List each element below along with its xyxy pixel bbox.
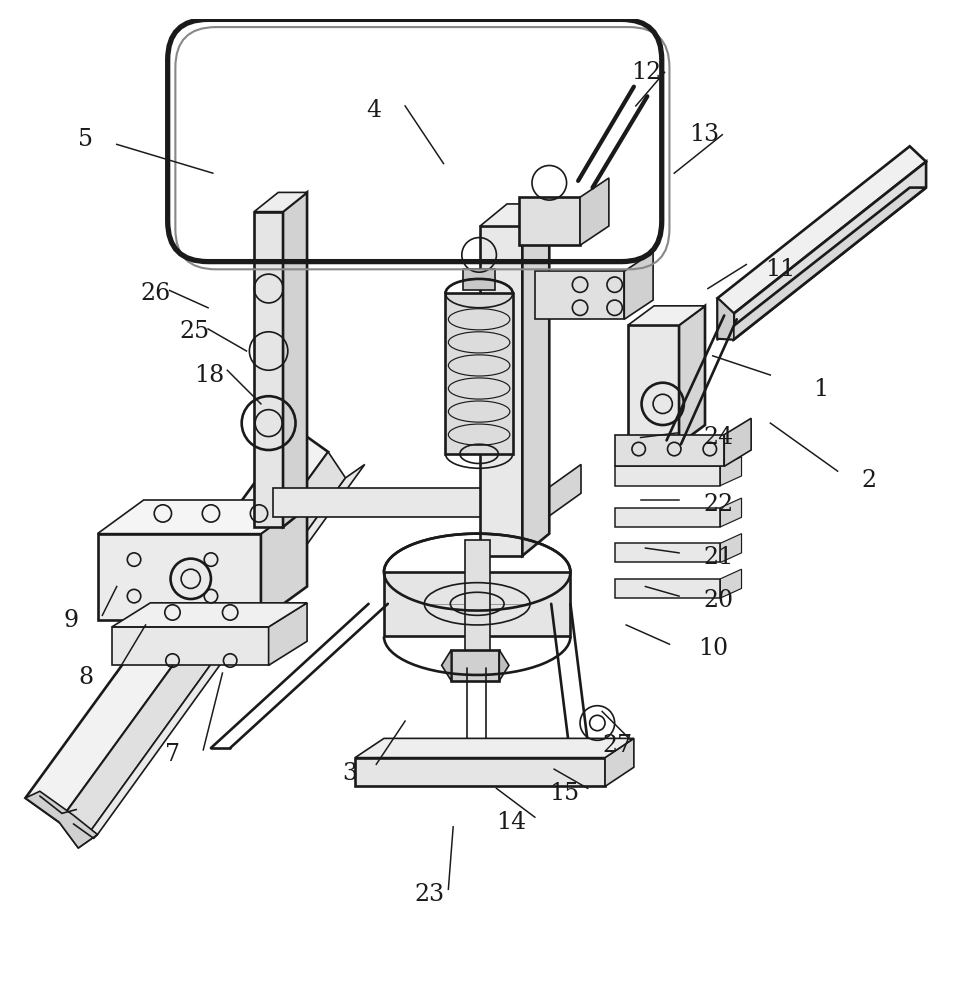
Polygon shape [615, 466, 720, 486]
Polygon shape [261, 500, 308, 620]
Text: 4: 4 [366, 99, 382, 122]
Polygon shape [519, 197, 580, 245]
Polygon shape [274, 488, 548, 517]
Polygon shape [717, 188, 926, 339]
Polygon shape [720, 498, 741, 527]
Polygon shape [442, 650, 451, 681]
Polygon shape [629, 306, 705, 325]
Text: 1: 1 [814, 378, 829, 401]
Polygon shape [605, 738, 634, 786]
Text: 27: 27 [602, 734, 632, 757]
Polygon shape [548, 464, 581, 517]
Polygon shape [679, 306, 705, 444]
Polygon shape [451, 650, 499, 681]
Text: 25: 25 [179, 320, 209, 343]
Polygon shape [97, 534, 261, 620]
Polygon shape [463, 269, 495, 290]
Text: 9: 9 [64, 609, 79, 632]
Polygon shape [720, 569, 741, 598]
Polygon shape [269, 603, 308, 665]
Text: 21: 21 [703, 546, 734, 569]
Polygon shape [720, 457, 741, 486]
Polygon shape [724, 418, 751, 466]
Text: 22: 22 [703, 493, 734, 516]
Polygon shape [615, 508, 720, 527]
Polygon shape [465, 540, 490, 671]
Polygon shape [615, 435, 724, 466]
Polygon shape [25, 428, 328, 822]
Polygon shape [480, 226, 522, 556]
Text: 7: 7 [165, 743, 180, 766]
Polygon shape [97, 500, 308, 534]
Polygon shape [499, 650, 509, 681]
Text: 3: 3 [342, 762, 358, 785]
Text: 12: 12 [631, 61, 661, 84]
Polygon shape [522, 204, 549, 556]
Polygon shape [535, 271, 625, 319]
Polygon shape [625, 252, 653, 319]
Text: 26: 26 [141, 282, 171, 305]
Polygon shape [445, 293, 513, 454]
Text: 13: 13 [688, 123, 719, 146]
Polygon shape [717, 146, 926, 314]
Polygon shape [717, 298, 734, 339]
Text: 20: 20 [703, 589, 734, 612]
Text: 5: 5 [78, 128, 94, 151]
Polygon shape [580, 178, 609, 245]
Polygon shape [254, 192, 308, 212]
Text: 8: 8 [78, 666, 94, 689]
Polygon shape [254, 212, 283, 527]
Polygon shape [59, 452, 345, 848]
Polygon shape [720, 534, 741, 562]
Polygon shape [734, 162, 926, 339]
Polygon shape [480, 204, 549, 226]
Text: 11: 11 [765, 258, 796, 281]
Polygon shape [615, 543, 720, 562]
Polygon shape [615, 579, 720, 598]
Polygon shape [25, 791, 97, 848]
Polygon shape [283, 192, 308, 527]
Polygon shape [112, 627, 269, 665]
Polygon shape [355, 738, 634, 758]
Text: 23: 23 [415, 883, 444, 906]
Polygon shape [384, 572, 571, 636]
Polygon shape [78, 464, 364, 848]
Text: 24: 24 [703, 426, 734, 449]
Polygon shape [629, 325, 679, 444]
Polygon shape [355, 758, 605, 786]
Text: 2: 2 [862, 469, 877, 492]
Text: 10: 10 [698, 637, 729, 660]
Polygon shape [112, 603, 308, 627]
Text: 18: 18 [194, 364, 224, 387]
Text: 15: 15 [549, 782, 579, 805]
Text: 14: 14 [496, 811, 526, 834]
